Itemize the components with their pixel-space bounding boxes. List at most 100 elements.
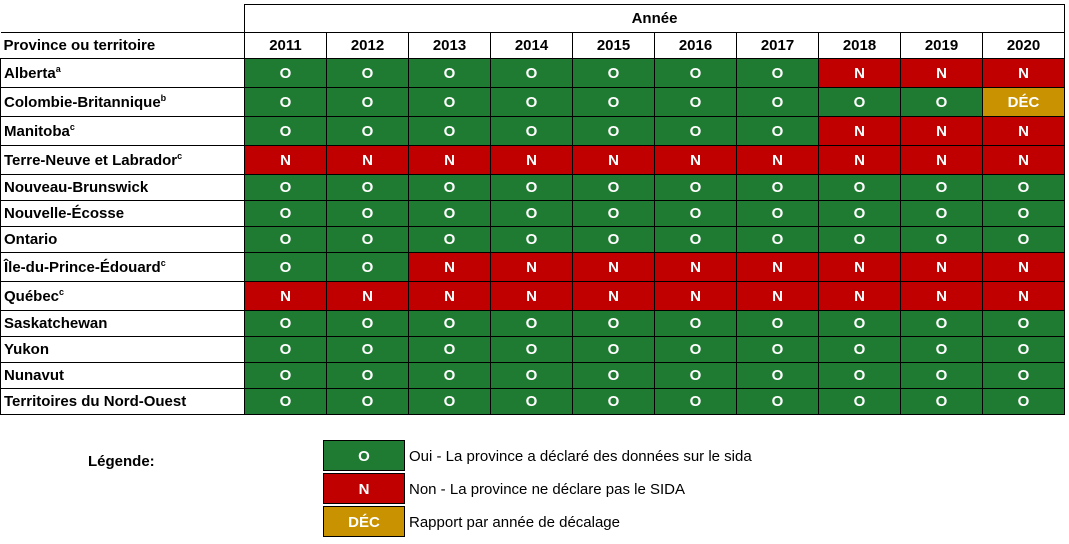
- header-row-years: Province ou territoire 2011 2012 2013 2014 2…: [0, 32, 1065, 59]
- province-name: Ontario: [0, 226, 245, 253]
- legend-swatch: N: [323, 473, 405, 504]
- status-cell: O: [408, 362, 491, 389]
- province-label: Territoires du Nord-Ouest: [4, 393, 187, 410]
- status-cell: O: [818, 310, 901, 337]
- status-cell: N: [900, 252, 983, 282]
- table-row: Manitobac O O O O O O O N N N: [0, 116, 1065, 146]
- status-cell: O: [654, 87, 737, 117]
- status-cell: N: [736, 281, 819, 311]
- status-cell: O: [326, 87, 409, 117]
- province-label: Colombie-Britannique: [4, 93, 161, 111]
- status-cell: N: [654, 281, 737, 311]
- province-name: Nunavut: [0, 362, 245, 389]
- status-cell: O: [490, 116, 573, 146]
- status-cell: O: [818, 362, 901, 389]
- status-cell: O: [572, 388, 655, 415]
- status-cell: N: [490, 145, 573, 175]
- status-cell: O: [244, 226, 327, 253]
- status-cell: O: [654, 336, 737, 363]
- table-row: Nouveau-Brunswick O O O O O O O O O O: [0, 174, 1065, 201]
- table-row: Yukon O O O O O O O O O O: [0, 336, 1065, 363]
- status-cell: O: [818, 388, 901, 415]
- status-cell: O: [326, 226, 409, 253]
- status-cell: O: [818, 200, 901, 227]
- legend-description: Oui - La province a déclaré des données …: [409, 448, 752, 465]
- status-cell: N: [982, 252, 1065, 282]
- status-cell: O: [572, 226, 655, 253]
- status-cell: N: [490, 281, 573, 311]
- status-cell: N: [900, 145, 983, 175]
- province-label: Ontario: [4, 231, 58, 248]
- status-cell: O: [326, 310, 409, 337]
- status-cell: O: [572, 310, 655, 337]
- status-cell: O: [326, 252, 409, 282]
- status-cell: O: [490, 200, 573, 227]
- legend-description: Rapport par année de décalage: [409, 514, 620, 531]
- status-cell: O: [326, 362, 409, 389]
- status-cell: O: [572, 362, 655, 389]
- status-cell: O: [982, 336, 1065, 363]
- status-cell: N: [408, 252, 491, 282]
- status-cell: O: [408, 336, 491, 363]
- status-cell: O: [408, 200, 491, 227]
- status-cell: O: [982, 310, 1065, 337]
- province-name: Saskatchewan: [0, 310, 245, 337]
- legend-swatch: DÉC: [323, 506, 405, 537]
- status-cell: N: [490, 252, 573, 282]
- status-cell: O: [244, 388, 327, 415]
- status-cell: O: [736, 87, 819, 117]
- status-cell: O: [900, 174, 983, 201]
- year-header-2015: 2015: [572, 32, 655, 59]
- status-cell: O: [982, 226, 1065, 253]
- province-label: Alberta: [4, 64, 56, 82]
- status-cell: O: [736, 58, 819, 88]
- status-cell: O: [572, 174, 655, 201]
- status-cell: O: [490, 310, 573, 337]
- province-name: Terre-Neuve et Labradorc: [0, 145, 245, 175]
- status-cell: O: [572, 87, 655, 117]
- province-name: Albertaa: [0, 58, 245, 88]
- table-row: Île-du-Prince-Édouardc O O N N N N N N N N: [0, 252, 1065, 282]
- status-cell: O: [490, 58, 573, 88]
- status-cell: N: [818, 145, 901, 175]
- status-cell: N: [982, 116, 1065, 146]
- status-cell: O: [654, 174, 737, 201]
- status-cell: O: [736, 336, 819, 363]
- province-label: Nouvelle-Écosse: [4, 205, 125, 222]
- status-cell: O: [490, 362, 573, 389]
- status-cell: O: [654, 388, 737, 415]
- status-cell: N: [736, 145, 819, 175]
- status-cell: N: [818, 116, 901, 146]
- legend-swatch: O: [323, 440, 405, 471]
- status-cell: O: [900, 362, 983, 389]
- status-cell: O: [490, 336, 573, 363]
- status-cell: O: [818, 174, 901, 201]
- year-header-2011: 2011: [244, 32, 327, 59]
- status-cell: O: [244, 116, 327, 146]
- status-cell: O: [244, 174, 327, 201]
- year-header-2018: 2018: [818, 32, 901, 59]
- status-cell: O: [818, 87, 901, 117]
- status-cell: O: [654, 200, 737, 227]
- status-cell: O: [900, 310, 983, 337]
- year-header-2020: 2020: [982, 32, 1065, 59]
- province-label: Yukon: [4, 341, 50, 358]
- table-row: Ontario O O O O O O O O O O: [0, 226, 1065, 253]
- status-cell: O: [736, 310, 819, 337]
- footnote-marker: b: [160, 92, 167, 103]
- status-cell: N: [736, 252, 819, 282]
- table-row: Colombie-Britanniqueb O O O O O O O O O DÉC: [0, 87, 1065, 117]
- reporting-table-body: Année Province ou territoire 2011 2012 201…: [0, 4, 1065, 415]
- table-row: Territoires du Nord-Ouest O O O O O O O O O O: [0, 388, 1065, 415]
- status-cell: O: [244, 362, 327, 389]
- province-name: Québecc: [0, 281, 245, 311]
- status-cell: O: [244, 87, 327, 117]
- legend-title: Légende:: [88, 453, 155, 470]
- status-cell: O: [654, 362, 737, 389]
- status-cell: N: [408, 281, 491, 311]
- status-cell: N: [408, 145, 491, 175]
- status-cell: N: [572, 145, 655, 175]
- status-cell: O: [244, 58, 327, 88]
- status-cell: O: [900, 336, 983, 363]
- status-cell: O: [572, 116, 655, 146]
